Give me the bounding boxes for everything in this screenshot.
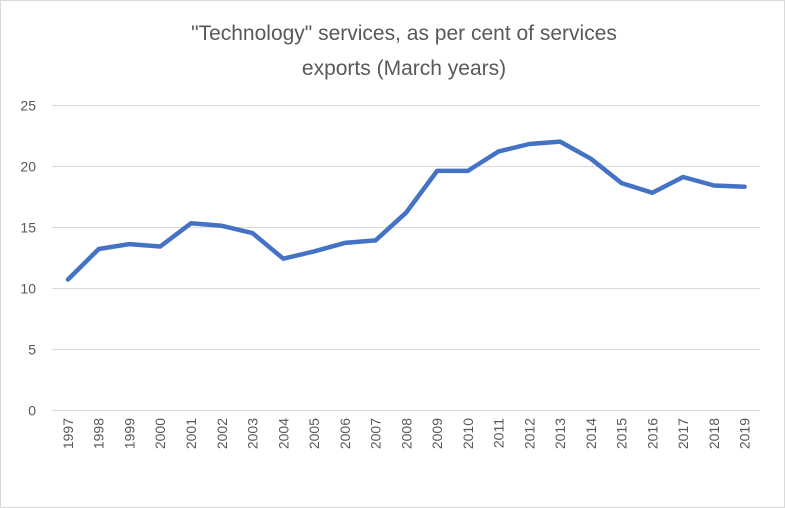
- x-tick-label: 2010: [460, 418, 476, 449]
- x-tick-label: 2003: [245, 418, 261, 449]
- x-tick-label: 2000: [152, 418, 168, 449]
- x-tick-label: 2019: [737, 418, 753, 449]
- chart-title-line-1: "Technology" services, as per cent of se…: [191, 22, 617, 45]
- y-tick-label: 15: [20, 220, 36, 236]
- y-tick-label: 25: [20, 98, 36, 114]
- y-tick-label: 5: [28, 342, 36, 358]
- y-tick-label: 0: [28, 403, 36, 419]
- x-tick-label: 2004: [275, 418, 291, 449]
- x-tick-label: 1998: [91, 418, 107, 449]
- x-tick-label: 2016: [644, 418, 660, 449]
- x-tick-label: 2008: [398, 418, 414, 449]
- x-tick-label: 2009: [429, 418, 445, 449]
- x-tick-label: 2007: [368, 418, 384, 449]
- x-tick-label: 2005: [306, 418, 322, 449]
- x-tick-label: 2018: [706, 418, 722, 449]
- x-tick-label: 2014: [583, 418, 599, 449]
- x-tick-label: 1997: [60, 418, 76, 449]
- y-tick-label: 20: [20, 159, 36, 175]
- x-tick-label: 2015: [614, 418, 630, 449]
- x-tick-label: 2017: [675, 418, 691, 449]
- x-tick-label: 2011: [491, 418, 507, 448]
- x-tick-label: 2012: [521, 418, 537, 449]
- chart-title-line-2: exports (March years): [302, 57, 506, 80]
- x-tick-label: 2006: [337, 418, 353, 449]
- x-tick-label: 2002: [214, 418, 230, 449]
- y-tick-label: 10: [20, 281, 36, 297]
- x-tick-label: 1999: [121, 418, 137, 449]
- x-tick-label: 2013: [552, 418, 568, 449]
- x-tick-label: 2001: [183, 418, 199, 449]
